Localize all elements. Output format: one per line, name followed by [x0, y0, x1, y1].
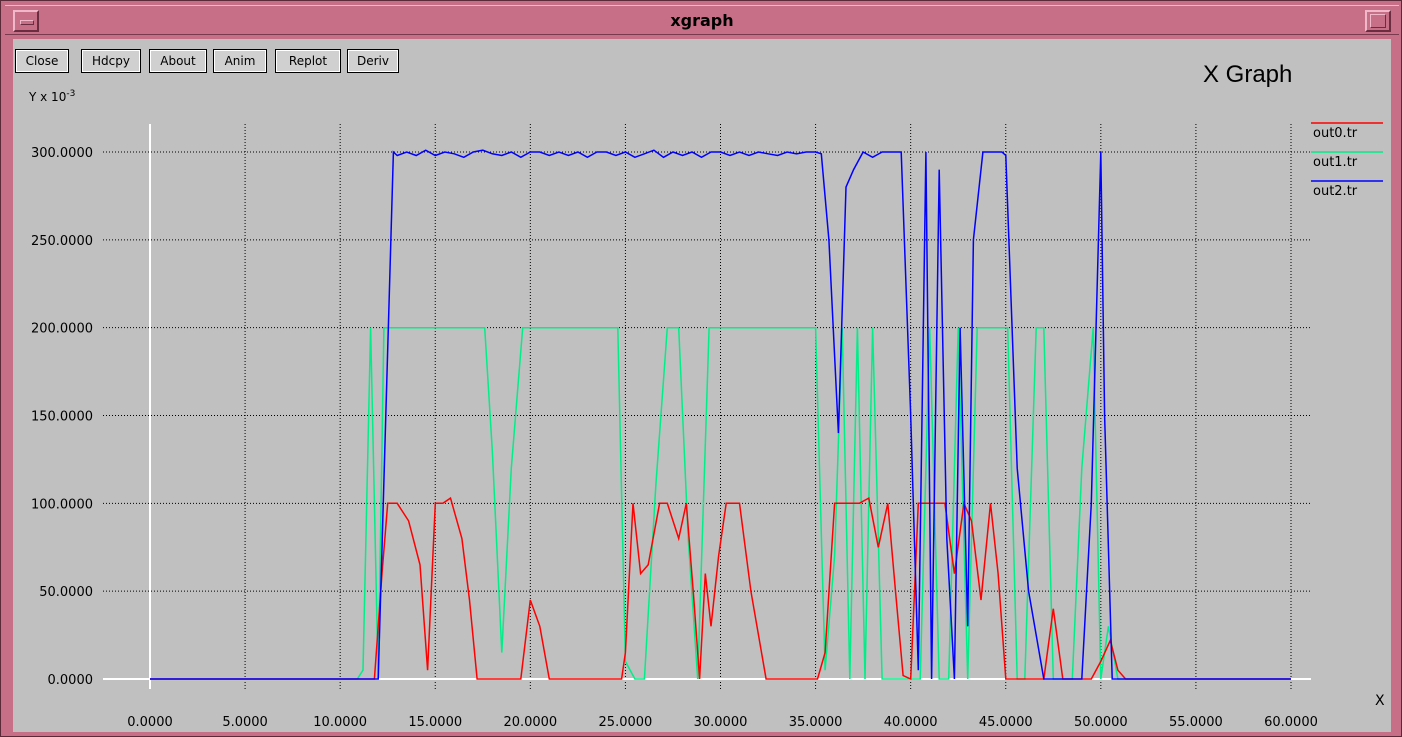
x-tick-label: 15.0000	[408, 715, 462, 730]
x-tick-label: 50.0000	[1074, 715, 1128, 730]
legend-label: out2.tr	[1313, 184, 1358, 199]
legend-label: out0.tr	[1313, 126, 1358, 141]
series-line-out0-tr	[150, 496, 1291, 681]
hardcopy-button[interactable]: Hdcpy	[81, 49, 141, 73]
y-tick-label: 0.0000	[48, 673, 94, 688]
deriv-button[interactable]: Deriv	[347, 49, 399, 73]
x-tick-label: 60.0000	[1264, 715, 1318, 730]
x-tick-label: 10.0000	[313, 715, 367, 730]
y-tick-label: 150.0000	[31, 410, 93, 425]
y-tick-label: 50.0000	[39, 585, 93, 600]
window-title: xgraph	[670, 11, 734, 30]
title-bar[interactable]: xgraph	[5, 5, 1399, 35]
window-menu-icon	[20, 20, 34, 25]
close-button[interactable]: Close	[15, 49, 69, 73]
line-chart: 0.0000 5.0000 10.0000 15.0000 20.0000 25.0000…	[31, 122, 1383, 730]
x-tick-label: 55.0000	[1169, 715, 1223, 730]
x-tick-label: 35.0000	[789, 715, 843, 730]
legend-label: out1.tr	[1313, 155, 1358, 170]
x-tick-label: 45.0000	[979, 715, 1033, 730]
anim-button[interactable]: Anim	[213, 49, 267, 73]
x-tick-label: 0.0000	[127, 715, 173, 730]
window-menu-button[interactable]	[13, 10, 39, 32]
y-tick-label: 300.0000	[31, 146, 93, 161]
x-axis-unit: X	[1375, 693, 1385, 709]
maximize-button[interactable]	[1365, 10, 1391, 32]
series-line-out1-tr	[150, 326, 1291, 680]
x-tick-label: 40.0000	[884, 715, 938, 730]
y-axis-unit: Y x 10-3	[29, 89, 75, 104]
series-line-out2-tr	[150, 149, 1291, 680]
about-button[interactable]: About	[149, 49, 207, 73]
y-tick-label: 100.0000	[31, 497, 93, 512]
graph-title: X Graph	[1203, 61, 1293, 88]
y-unit-base: Y x 10	[29, 90, 67, 104]
x-tick-label: 25.0000	[599, 715, 653, 730]
x-tick-label: 5.0000	[222, 715, 268, 730]
replot-button[interactable]: Replot	[275, 49, 341, 73]
maximize-icon	[1370, 14, 1386, 28]
y-tick-label: 250.0000	[31, 234, 93, 249]
graph-area: Close Hdcpy About Anim Replot Deriv X Gr…	[13, 39, 1391, 732]
y-tick-label: 200.0000	[31, 322, 93, 337]
y-unit-exponent: -3	[66, 89, 76, 99]
x-tick-label: 30.0000	[694, 715, 748, 730]
x-tick-label: 20.0000	[503, 715, 557, 730]
